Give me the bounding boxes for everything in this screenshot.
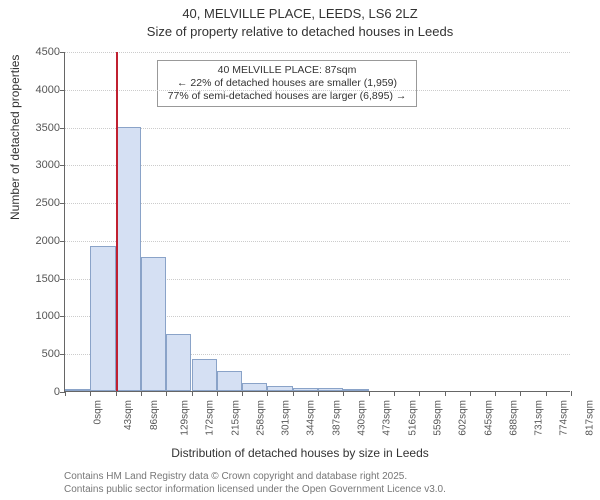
- ytick-mark: [60, 316, 65, 317]
- histogram-bar: [90, 246, 115, 391]
- ytick-label: 2000: [10, 235, 60, 247]
- xtick-mark: [242, 391, 243, 396]
- xtick-mark: [116, 391, 117, 396]
- histogram-bar: [217, 371, 242, 391]
- ytick-label: 3500: [10, 122, 60, 134]
- histogram-bar: [343, 389, 368, 391]
- annotation-line: 77% of semi-detached houses are larger (…: [164, 90, 410, 103]
- x-axis-label: Distribution of detached houses by size …: [0, 446, 600, 460]
- xtick-mark: [65, 391, 66, 396]
- ytick-mark: [60, 203, 65, 204]
- xtick-mark: [192, 391, 193, 396]
- xtick-label: 602sqm: [458, 400, 469, 436]
- chart-subtitle: Size of property relative to detached ho…: [0, 24, 600, 39]
- histogram-bar: [293, 388, 318, 391]
- xtick-mark: [318, 391, 319, 396]
- xtick-mark: [546, 391, 547, 396]
- annotation-box: 40 MELVILLE PLACE: 87sqm ← 22% of detach…: [157, 60, 417, 107]
- xtick-label: 688sqm: [508, 400, 519, 436]
- ytick-mark: [60, 241, 65, 242]
- xtick-label: 43sqm: [123, 400, 134, 430]
- chart-title: 40, MELVILLE PLACE, LEEDS, LS6 2LZ: [0, 6, 600, 21]
- ytick-label: 0: [10, 386, 60, 398]
- ytick-mark: [60, 279, 65, 280]
- xtick-label: 344sqm: [306, 400, 317, 436]
- xtick-label: 645sqm: [483, 400, 494, 436]
- xtick-label: 774sqm: [559, 400, 570, 436]
- xtick-label: 86sqm: [149, 400, 160, 430]
- histogram-bar: [242, 383, 267, 391]
- xtick-mark: [571, 391, 572, 396]
- ytick-mark: [60, 90, 65, 91]
- xtick-mark: [343, 391, 344, 396]
- xtick-mark: [470, 391, 471, 396]
- ytick-label: 500: [10, 348, 60, 360]
- xtick-mark: [445, 391, 446, 396]
- xtick-mark: [141, 391, 142, 396]
- xtick-mark: [394, 391, 395, 396]
- histogram-bar: [65, 389, 90, 391]
- ytick-mark: [60, 52, 65, 53]
- ytick-mark: [60, 128, 65, 129]
- ytick-mark: [60, 165, 65, 166]
- xtick-mark: [267, 391, 268, 396]
- ytick-mark: [60, 354, 65, 355]
- annotation-line: ← 22% of detached houses are smaller (1,…: [164, 77, 410, 90]
- xtick-mark: [495, 391, 496, 396]
- xtick-label: 301sqm: [281, 400, 292, 436]
- xtick-mark: [369, 391, 370, 396]
- xtick-mark: [166, 391, 167, 396]
- xtick-label: 559sqm: [432, 400, 443, 436]
- histogram-bar: [166, 334, 191, 391]
- histogram-bar: [192, 359, 217, 391]
- plot-area: 40 MELVILLE PLACE: 87sqm ← 22% of detach…: [64, 52, 570, 392]
- xtick-mark: [419, 391, 420, 396]
- marker-line: [116, 52, 118, 391]
- histogram-bar: [141, 257, 166, 391]
- xtick-mark: [90, 391, 91, 396]
- histogram-bar: [116, 127, 141, 391]
- xtick-label: 731sqm: [534, 400, 545, 436]
- ytick-label: 4500: [10, 46, 60, 58]
- footer-line: Contains HM Land Registry data © Crown c…: [64, 470, 446, 483]
- xtick-mark: [520, 391, 521, 396]
- annotation-line: 40 MELVILLE PLACE: 87sqm: [164, 64, 410, 77]
- xtick-mark: [217, 391, 218, 396]
- xtick-label: 387sqm: [331, 400, 342, 436]
- xtick-label: 172sqm: [205, 400, 216, 436]
- xtick-label: 215sqm: [230, 400, 241, 436]
- xtick-label: 817sqm: [584, 400, 595, 436]
- ytick-label: 3000: [10, 159, 60, 171]
- histogram-bar: [267, 386, 292, 391]
- ytick-label: 4000: [10, 84, 60, 96]
- ytick-label: 2500: [10, 197, 60, 209]
- xtick-label: 430sqm: [357, 400, 368, 436]
- ytick-label: 1500: [10, 273, 60, 285]
- xtick-label: 0sqm: [92, 400, 103, 424]
- gridline: [65, 52, 570, 53]
- histogram-bar: [318, 388, 343, 391]
- xtick-label: 516sqm: [407, 400, 418, 436]
- xtick-label: 129sqm: [179, 400, 190, 436]
- xtick-label: 258sqm: [255, 400, 266, 436]
- ytick-label: 1000: [10, 310, 60, 322]
- footer-line: Contains public sector information licen…: [64, 483, 446, 496]
- xtick-label: 473sqm: [382, 400, 393, 436]
- gridline: [65, 90, 570, 91]
- y-axis-label: Number of detached properties: [8, 55, 22, 220]
- footer-attribution: Contains HM Land Registry data © Crown c…: [64, 470, 446, 496]
- xtick-mark: [293, 391, 294, 396]
